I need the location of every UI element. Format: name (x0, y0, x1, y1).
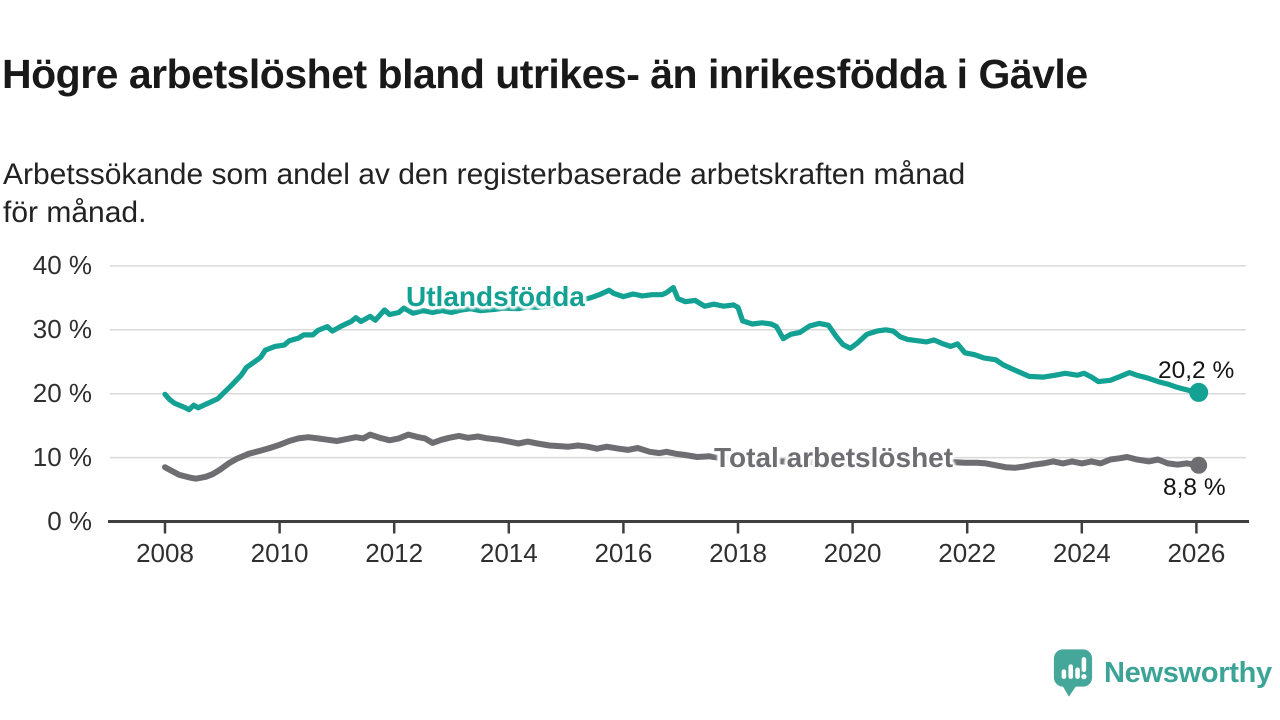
end-value-label-total: 8,8 % (1163, 474, 1226, 501)
y-tick-label: 30 % (32, 313, 92, 344)
end-value-label-utlandsfodda: 20,2 % (1158, 357, 1235, 384)
x-tick-label: 2012 (365, 538, 424, 568)
series-end-dot-total (1190, 456, 1208, 474)
x-tick-label: 2016 (594, 538, 653, 568)
exclamation-dot (1081, 674, 1087, 680)
y-tick-label: 40 % (32, 249, 92, 280)
line-chart (0, 230, 1280, 600)
x-tick-label: 2014 (479, 538, 538, 568)
x-tick-label: 2018 (709, 538, 767, 568)
bar-3 (1075, 667, 1080, 679)
x-tick-label: 2020 (823, 538, 882, 568)
x-tick-label: 2024 (1052, 538, 1111, 568)
series-line-total (162, 431, 1202, 482)
x-tick-label: 2008 (136, 538, 194, 568)
y-tick-label: 10 % (32, 441, 92, 472)
page-subtitle: Arbetssökande som andel av den registerb… (3, 158, 966, 229)
newsworthy-logo-icon (1053, 649, 1093, 697)
branding-name: Newsworthy (1104, 656, 1272, 689)
x-tick-label: 2010 (250, 538, 309, 568)
x-tick-label: 2022 (938, 538, 997, 568)
bar-1 (1061, 669, 1067, 679)
y-tick-label: 20 % (32, 377, 92, 408)
branding: Newsworthy (1053, 648, 1272, 698)
series-label-utlandsfodda: Utlandsfödda (406, 281, 585, 312)
page-title: Högre arbetslöshet bland utrikes- än inr… (2, 51, 1088, 98)
x-tick-label: 2026 (1167, 538, 1226, 568)
series-end-dot-utlandsfodda (1189, 382, 1209, 402)
bar-2 (1068, 664, 1073, 679)
exclamation-bar (1081, 657, 1087, 673)
series-label-total-arbetsloshet: Total arbetslöshet (714, 442, 954, 473)
series-line-utlandsfodda (162, 285, 1202, 413)
y-tick-label: 0 % (47, 505, 92, 536)
